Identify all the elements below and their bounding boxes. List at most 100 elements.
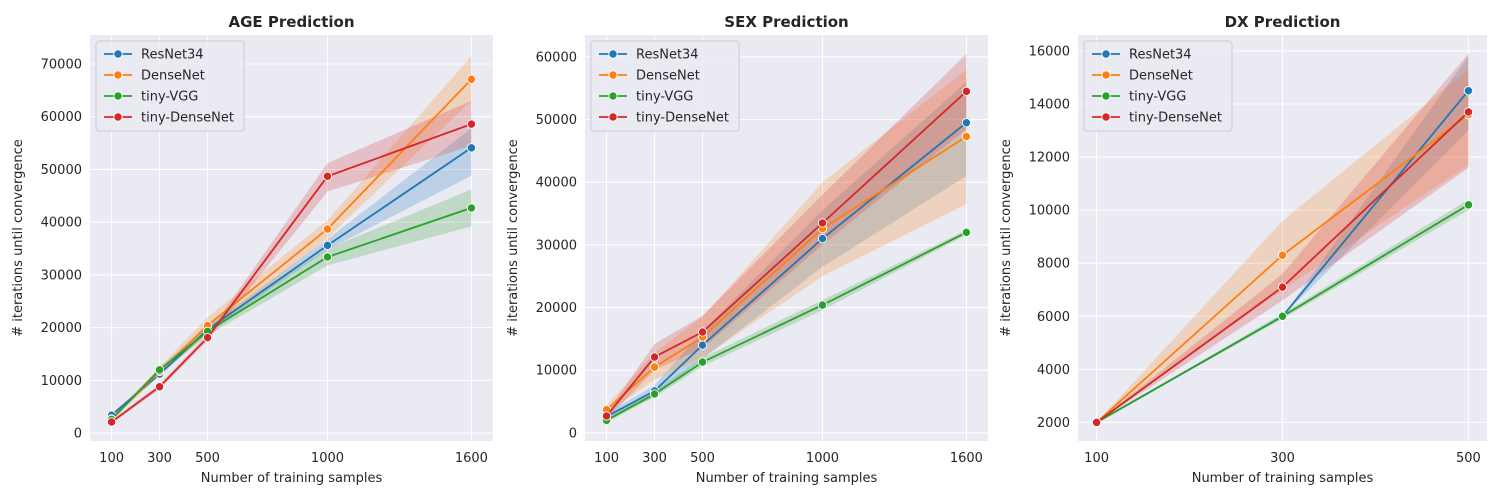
data-point-tiny-DenseNet: [106, 417, 117, 427]
x-tick-label: 300: [147, 451, 172, 466]
data-point-tiny-VGG: [154, 365, 165, 375]
data-point-DenseNet: [1277, 250, 1288, 260]
data-point-tiny-DenseNet: [961, 86, 972, 97]
chart-title: DX Prediction: [1225, 13, 1341, 31]
confidence-band-tiny-VGG: [111, 189, 472, 421]
confidence-band-ResNet34: [606, 82, 967, 420]
legend-marker: [1101, 91, 1111, 101]
legend-marker: [113, 91, 123, 101]
x-tick-label: 500: [195, 451, 220, 466]
x-tick-label: 300: [1270, 451, 1295, 466]
data-point-ResNet34: [466, 143, 477, 153]
y-tick-label: 30000: [536, 238, 577, 253]
data-point-tiny-DenseNet: [817, 218, 828, 228]
data-point-tiny-DenseNet: [202, 333, 213, 343]
data-point-tiny-DenseNet: [466, 119, 477, 129]
legend-entry: tiny-VGG: [636, 90, 693, 105]
legend-entry: tiny-VGG: [141, 90, 198, 105]
confidence-band-tiny-DenseNet: [606, 53, 967, 420]
legend-marker: [608, 112, 618, 122]
x-tick-label: 1600: [950, 451, 983, 466]
data-point-ResNet34: [1463, 86, 1474, 96]
legend-marker: [608, 91, 618, 101]
data-point-tiny-VGG: [649, 389, 660, 399]
x-tick-label: 500: [1456, 451, 1481, 466]
legend-entry: DenseNet: [636, 69, 700, 84]
legend-marker: [608, 49, 618, 59]
legend-box: [95, 40, 245, 132]
legend-marker: [608, 70, 618, 80]
confidence-band-DenseNet: [1096, 69, 1469, 423]
y-tick-label: 50000: [41, 163, 82, 178]
legend-entry: tiny-VGG: [1129, 90, 1186, 105]
legend-marker: [113, 49, 123, 59]
x-tick-label: 1000: [311, 451, 344, 466]
chart-panel-0: 0 10000 20000 30000 40000 50000 60000 70000 100 3…: [11, 13, 493, 486]
legend-marker: [1101, 112, 1111, 122]
data-point-DenseNet: [322, 224, 333, 234]
data-point-tiny-DenseNet: [1091, 417, 1102, 428]
y-tick-label: 50000: [536, 113, 577, 128]
data-point-tiny-VGG: [1463, 200, 1474, 210]
y-tick-label: 70000: [41, 58, 82, 73]
x-tick-label: 100: [99, 451, 124, 466]
data-point-ResNet34: [817, 233, 828, 244]
y-tick-label: 8000: [1037, 257, 1070, 272]
legend-entry: ResNet34: [636, 48, 699, 63]
data-point-tiny-DenseNet: [322, 171, 333, 181]
x-tick-label: 300: [642, 451, 667, 466]
data-point-tiny-VGG: [322, 252, 333, 262]
legend-entry: tiny-DenseNet: [1129, 111, 1222, 126]
legend-marker: [113, 70, 123, 80]
confidence-band-DenseNet: [606, 69, 967, 415]
chart-title: AGE Prediction: [228, 13, 354, 31]
data-point-tiny-VGG: [1277, 311, 1288, 321]
data-point-tiny-VGG: [697, 357, 708, 367]
legend-entry: ResNet34: [141, 48, 204, 63]
legend-entry: tiny-DenseNet: [636, 111, 729, 126]
chart-panel-2: 2000 4000 6000 8000 10000 12000 14000 16000 100 3…: [999, 13, 1487, 486]
legend-entry: DenseNet: [1129, 69, 1193, 84]
y-tick-label: 10000: [41, 374, 82, 389]
y-tick-label: 60000: [41, 110, 82, 125]
data-point-ResNet34: [697, 340, 708, 350]
data-point-tiny-DenseNet: [649, 352, 660, 362]
legend-marker: [113, 112, 123, 122]
y-tick-label: 10000: [536, 364, 577, 379]
legend-box: [590, 40, 740, 132]
legend-entry: ResNet34: [1129, 48, 1192, 63]
data-point-tiny-VGG: [961, 227, 972, 238]
data-point-tiny-DenseNet: [601, 411, 612, 421]
y-axis-label: # iterations until convergence: [999, 139, 1014, 337]
y-tick-label: 6000: [1037, 310, 1070, 325]
data-point-tiny-DenseNet: [697, 327, 708, 337]
legend-entry: DenseNet: [141, 69, 205, 84]
confidence-band-ResNet34: [111, 128, 472, 417]
y-tick-label: 2000: [1037, 416, 1070, 431]
chart-title: SEX Prediction: [724, 13, 848, 31]
data-point-ResNet34: [322, 240, 333, 251]
y-tick-label: 12000: [1029, 151, 1070, 166]
y-tick-label: 0: [569, 426, 577, 441]
confidence-band-DenseNet: [111, 56, 472, 421]
y-tick-label: 4000: [1037, 363, 1070, 378]
data-point-ResNet34: [961, 118, 972, 128]
x-tick-label: 500: [690, 451, 715, 466]
y-tick-label: 20000: [41, 321, 82, 336]
x-tick-label: 1000: [806, 451, 839, 466]
y-tick-label: 30000: [41, 268, 82, 283]
data-point-DenseNet: [961, 131, 972, 142]
y-tick-label: 60000: [536, 50, 577, 65]
y-tick-label: 40000: [536, 176, 577, 191]
data-point-tiny-DenseNet: [154, 382, 165, 392]
legend-entry: tiny-DenseNet: [141, 111, 234, 126]
y-tick-label: 40000: [41, 216, 82, 231]
data-point-tiny-DenseNet: [1463, 107, 1474, 117]
data-point-DenseNet: [466, 74, 477, 84]
y-tick-label: 0: [74, 427, 82, 442]
y-axis-label: # iterations until convergence: [11, 139, 26, 337]
y-axis-label: # iterations until convergence: [506, 139, 521, 337]
y-tick-label: 14000: [1029, 97, 1070, 112]
